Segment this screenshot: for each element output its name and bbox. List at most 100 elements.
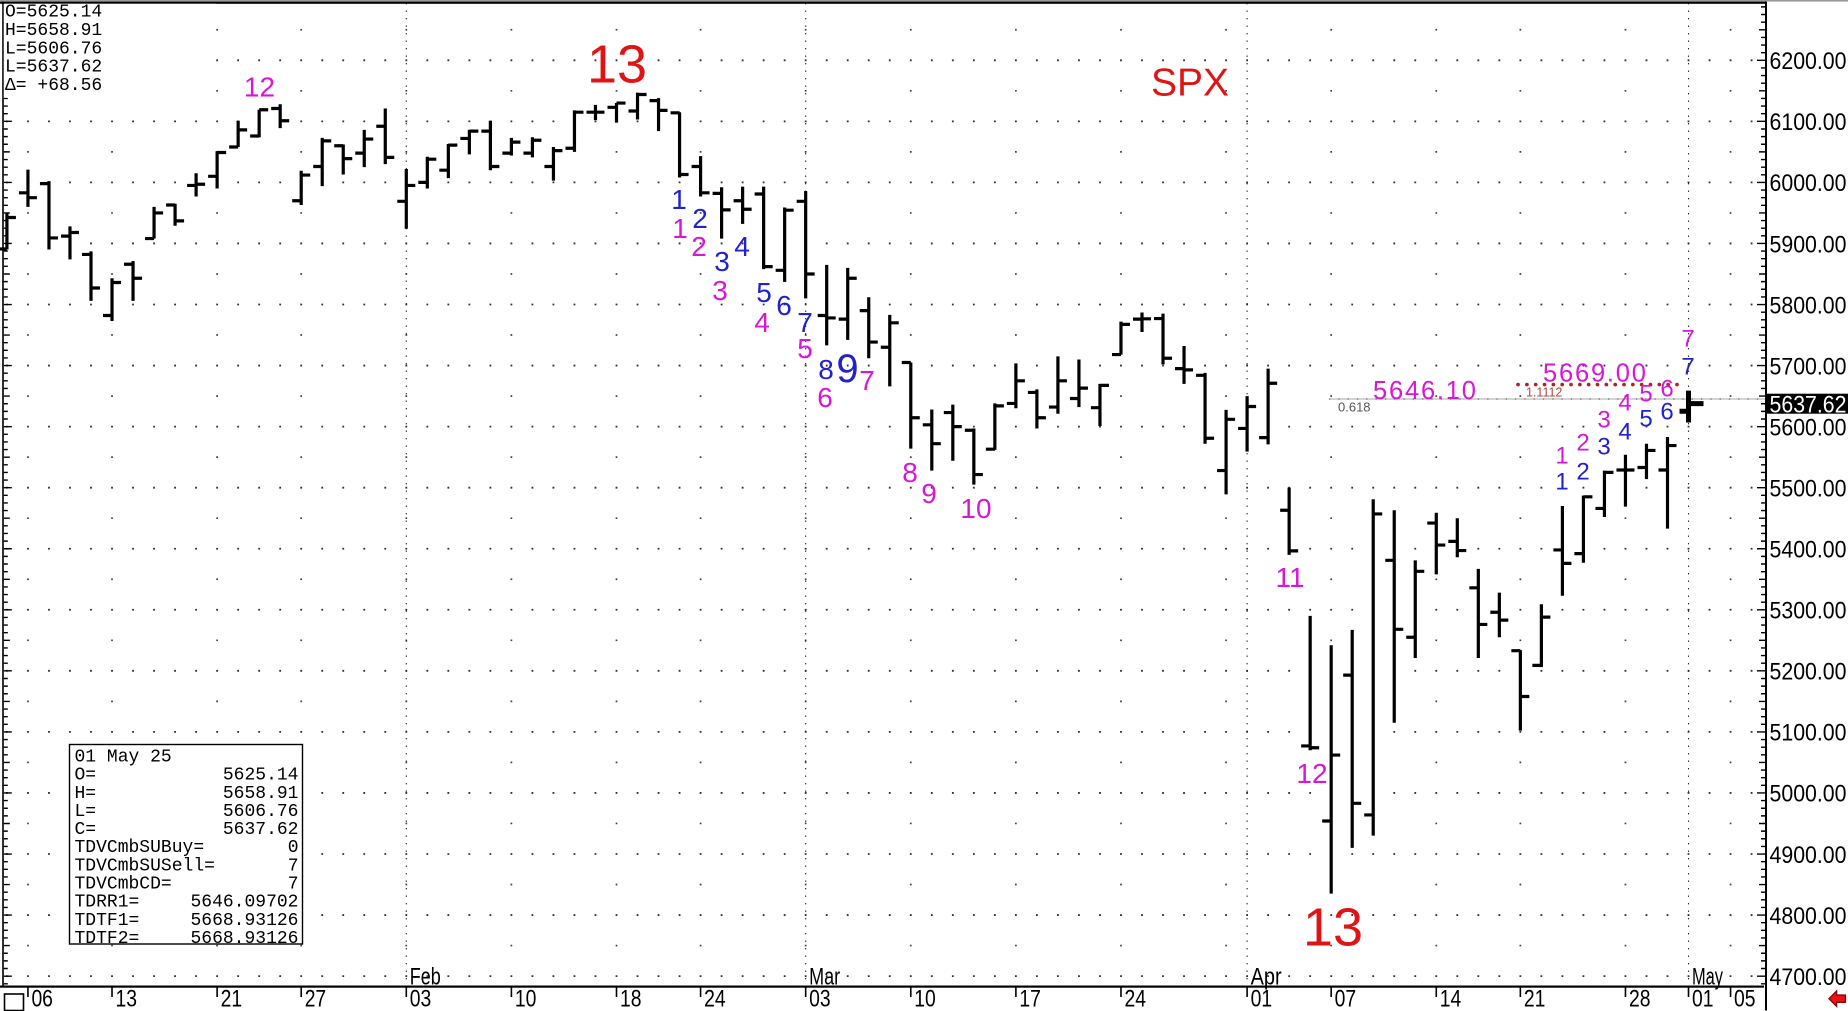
svg-text:6: 6: [776, 290, 792, 321]
svg-text:5300.00: 5300.00: [1770, 598, 1847, 625]
svg-text:TDVCmbCD=: TDVCmbCD=: [75, 875, 172, 895]
svg-text:4700.00: 4700.00: [1770, 964, 1847, 991]
svg-text:03: 03: [410, 985, 432, 1011]
svg-text:01: 01: [1251, 985, 1273, 1011]
svg-text:May: May: [1692, 963, 1723, 990]
svg-text:01: 01: [1692, 985, 1714, 1011]
svg-text:TDTF1=: TDTF1=: [75, 911, 140, 931]
svg-text:11: 11: [1275, 562, 1304, 593]
svg-text:5000.00: 5000.00: [1770, 781, 1847, 808]
svg-text:03: 03: [809, 985, 831, 1011]
svg-text:5658.91: 5658.91: [223, 784, 299, 804]
svg-text:Feb: Feb: [410, 963, 441, 990]
svg-text:27: 27: [305, 985, 327, 1011]
svg-text:O=5625.14: O=5625.14: [5, 3, 102, 23]
svg-text:2: 2: [1576, 430, 1589, 457]
svg-text:4900.00: 4900.00: [1770, 842, 1847, 869]
svg-text:3: 3: [1597, 434, 1610, 461]
svg-text:2: 2: [692, 203, 708, 234]
svg-text:01 May 25: 01 May 25: [75, 748, 172, 768]
svg-text:5600.00: 5600.00: [1770, 414, 1847, 441]
svg-text:4: 4: [754, 307, 770, 338]
svg-text:5625.14: 5625.14: [223, 766, 299, 786]
svg-text:L=5606.76: L=5606.76: [5, 39, 102, 59]
svg-text:1: 1: [1555, 469, 1568, 496]
svg-text:TDVCmbSUBuy=: TDVCmbSUBuy=: [75, 838, 205, 858]
svg-text:13: 13: [587, 34, 647, 94]
svg-text:07: 07: [1335, 985, 1357, 1011]
svg-text:5400.00: 5400.00: [1770, 537, 1847, 564]
svg-text:1: 1: [672, 213, 688, 244]
svg-text:9: 9: [836, 347, 858, 391]
svg-text:5668.93126: 5668.93126: [190, 929, 298, 949]
svg-text:H=: H=: [75, 784, 97, 804]
svg-text:H=5658.91: H=5658.91: [5, 21, 102, 41]
svg-text:O=: O=: [75, 766, 97, 786]
svg-text:C=: C=: [75, 820, 97, 840]
svg-text:06: 06: [31, 985, 53, 1011]
svg-text:13: 13: [1303, 897, 1363, 957]
svg-text:7: 7: [1681, 326, 1694, 353]
svg-text:17: 17: [1019, 985, 1041, 1011]
svg-text:TDRR1=: TDRR1=: [75, 893, 140, 913]
svg-text:7: 7: [1681, 354, 1694, 381]
svg-text:8: 8: [902, 457, 918, 488]
svg-text:0.618: 0.618: [1338, 400, 1371, 415]
svg-text:7: 7: [288, 875, 299, 895]
svg-text:3: 3: [1597, 407, 1610, 434]
svg-text:5: 5: [1639, 381, 1652, 408]
svg-text:2: 2: [1576, 459, 1589, 486]
svg-text:7: 7: [859, 365, 875, 396]
svg-text:Mar: Mar: [809, 963, 840, 990]
svg-text:4: 4: [734, 231, 750, 262]
svg-text:5637.62: 5637.62: [223, 820, 299, 840]
svg-text:4: 4: [1618, 419, 1631, 446]
svg-text:5606.76: 5606.76: [223, 802, 299, 822]
svg-text:L=: L=: [75, 802, 97, 822]
svg-text:5500.00: 5500.00: [1770, 476, 1847, 503]
svg-text:L=5637.62: L=5637.62: [5, 58, 102, 78]
svg-text:21: 21: [1524, 985, 1546, 1011]
svg-text:5646.09702: 5646.09702: [190, 893, 298, 913]
svg-text:SPX: SPX: [1151, 62, 1229, 105]
svg-text:TDTF2=: TDTF2=: [75, 929, 140, 949]
svg-text:5200.00: 5200.00: [1770, 659, 1847, 686]
svg-text:7: 7: [797, 307, 813, 338]
svg-text:5: 5: [797, 333, 813, 364]
svg-text:3: 3: [714, 246, 730, 277]
svg-text:8: 8: [818, 354, 834, 385]
svg-text:4800.00: 4800.00: [1770, 903, 1847, 930]
svg-text:1: 1: [1555, 443, 1568, 470]
svg-text:6200.00: 6200.00: [1770, 48, 1847, 75]
svg-text:6: 6: [1660, 399, 1673, 426]
svg-text:5900.00: 5900.00: [1770, 231, 1847, 258]
svg-text:3: 3: [712, 275, 728, 306]
svg-text:9: 9: [921, 478, 937, 509]
svg-text:7: 7: [288, 856, 299, 876]
svg-text:6100.00: 6100.00: [1770, 109, 1847, 136]
svg-text:12: 12: [1296, 758, 1327, 789]
svg-text:1.1112: 1.1112: [1526, 386, 1562, 400]
svg-text:5669.00: 5669.00: [1543, 359, 1648, 387]
svg-text:5800.00: 5800.00: [1770, 292, 1847, 319]
svg-text:24: 24: [1124, 985, 1146, 1011]
svg-text:6: 6: [817, 382, 833, 413]
svg-text:1: 1: [671, 184, 687, 215]
svg-text:Apr: Apr: [1251, 963, 1282, 990]
svg-text:12: 12: [244, 72, 275, 103]
svg-text:6000.00: 6000.00: [1770, 170, 1847, 197]
svg-text:6: 6: [1660, 376, 1673, 403]
svg-text:4: 4: [1618, 390, 1631, 417]
svg-text:10: 10: [515, 985, 537, 1011]
svg-text:10: 10: [914, 985, 936, 1011]
svg-text:5: 5: [1639, 406, 1652, 433]
svg-text:05: 05: [1734, 985, 1756, 1011]
svg-text:5: 5: [756, 277, 772, 308]
svg-text:Δ= +68.56: Δ= +68.56: [5, 76, 102, 96]
svg-text:2: 2: [691, 231, 707, 262]
svg-text:28: 28: [1629, 985, 1651, 1011]
svg-text:14: 14: [1440, 985, 1462, 1011]
svg-text:5700.00: 5700.00: [1770, 353, 1847, 380]
svg-text:TDVCmbSUSell=: TDVCmbSUSell=: [75, 856, 215, 876]
svg-text:10: 10: [960, 493, 991, 524]
